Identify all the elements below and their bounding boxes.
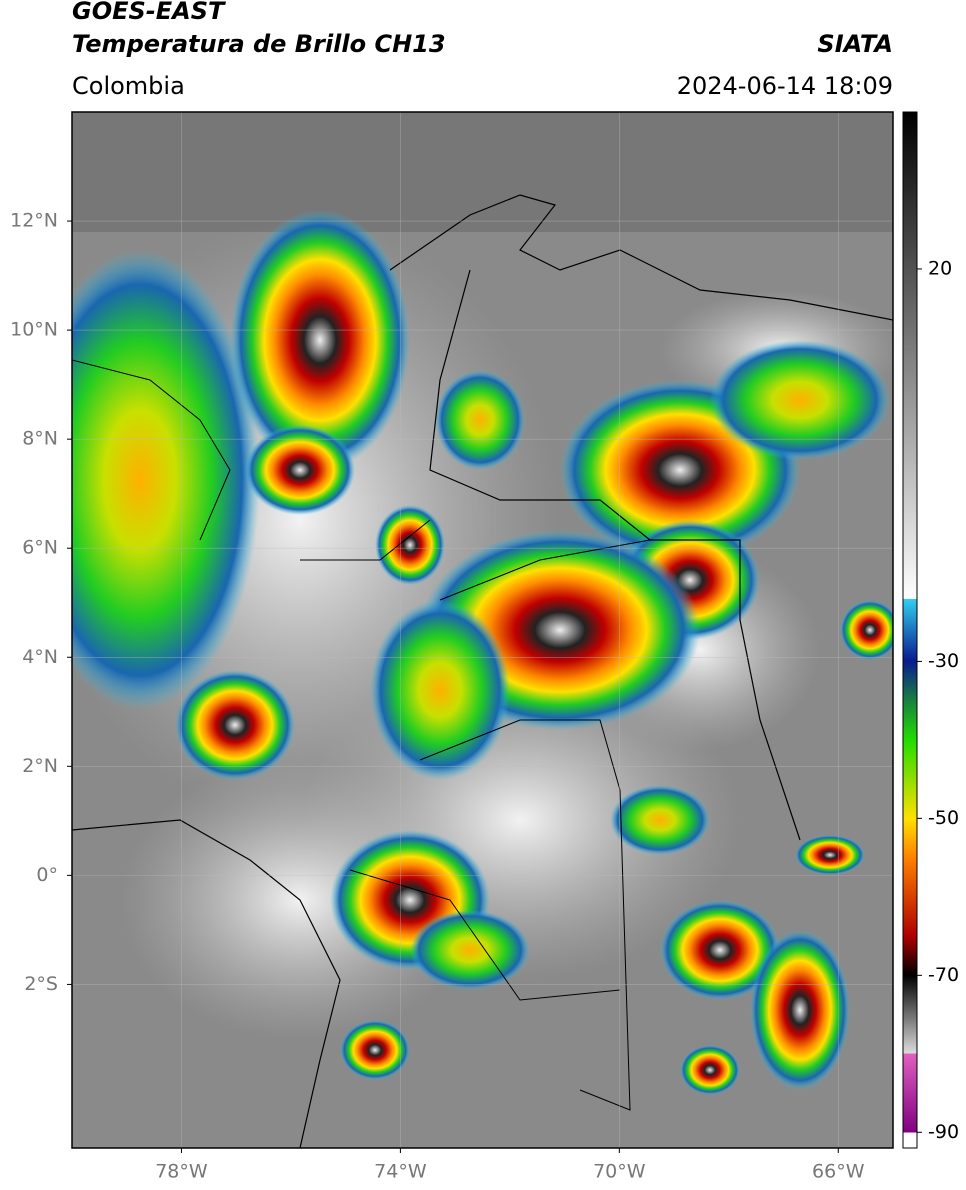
title: GOES-EAST bbox=[72, 0, 226, 25]
colorbar-tick-label: -30 bbox=[928, 650, 959, 672]
colorbar-tick-label: 20 bbox=[928, 257, 952, 279]
y-tick-label: 8°N bbox=[22, 428, 58, 450]
y-tick-label: 10°N bbox=[10, 319, 58, 341]
x-tick-label: 70°W bbox=[593, 1161, 646, 1183]
subtitle: Temperatura de Brillo CH13 bbox=[72, 30, 446, 58]
y-tick-label: 2°S bbox=[24, 973, 58, 995]
x-tick-label: 78°W bbox=[155, 1161, 208, 1183]
x-tick-label: 66°W bbox=[812, 1161, 865, 1183]
y-tick-label: 0° bbox=[36, 864, 58, 886]
x-tick-label: 74°W bbox=[374, 1161, 427, 1183]
map-frame bbox=[71, 111, 894, 1149]
y-tick-label: 2°N bbox=[22, 755, 58, 777]
satellite-image bbox=[72, 112, 893, 1148]
colorbar-tick-label: -70 bbox=[928, 964, 959, 986]
y-tick-label: 4°N bbox=[22, 646, 58, 668]
grid bbox=[72, 112, 893, 1148]
colorbar-tick-label: -50 bbox=[928, 807, 959, 829]
region: Colombia bbox=[72, 72, 185, 100]
colorbar bbox=[902, 111, 918, 1149]
datetime: 2024-06-14 18:09 bbox=[677, 72, 893, 100]
y-tick-label: 6°N bbox=[22, 537, 58, 559]
source: SIATA bbox=[817, 30, 893, 58]
y-tick-label: 12°N bbox=[10, 210, 58, 232]
colorbar-tick-label: -90 bbox=[928, 1121, 959, 1143]
